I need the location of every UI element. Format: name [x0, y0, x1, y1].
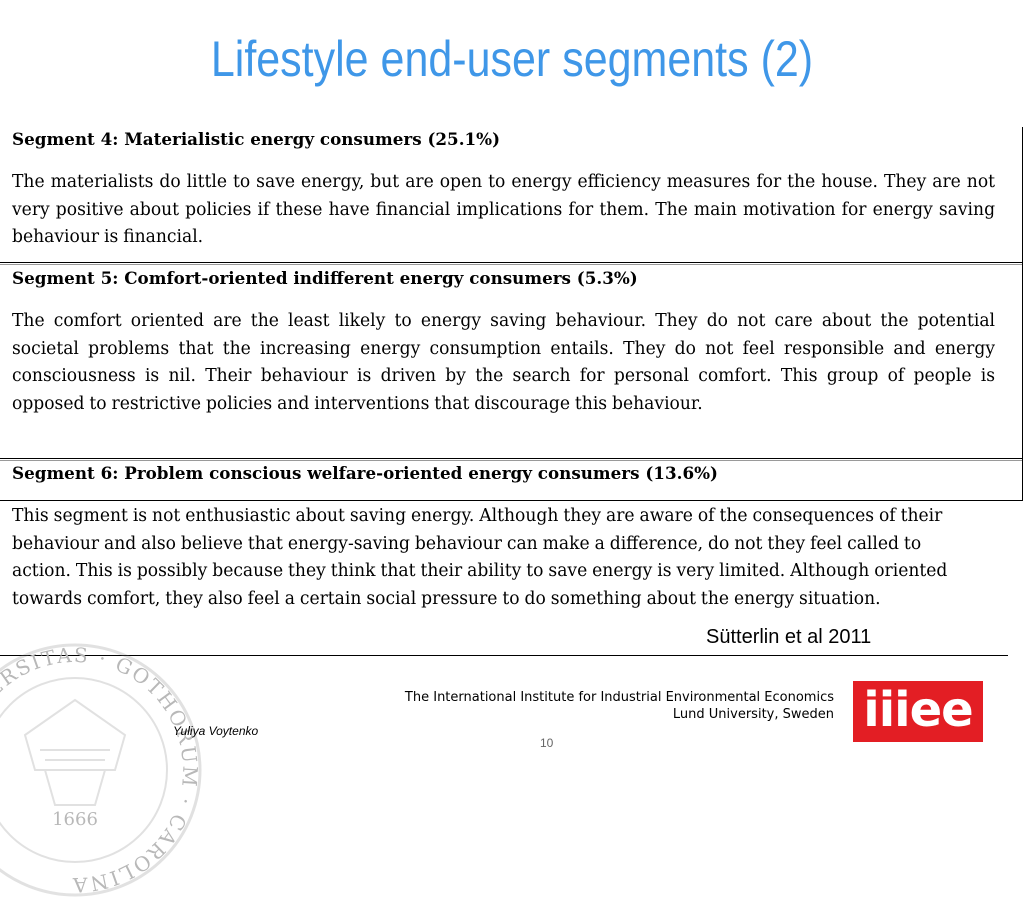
segment-6-title: Segment 6: Problem conscious welfare-ori…: [12, 464, 718, 484]
university-seal-icon: UNIVERSITAS · GOTHORUM · CAROLINA 1666: [0, 643, 202, 897]
page-number: 10: [540, 736, 554, 750]
segment-5-text: The comfort oriented are the least likel…: [12, 311, 996, 414]
institute-info: The International Institute for Industri…: [405, 689, 834, 723]
segment-4-title: Segment 4: Materialistic energy consumer…: [12, 130, 501, 150]
segment-4-text: The materialists do little to save energ…: [12, 172, 996, 247]
slide-title: Lifestyle end-user segments (2): [210, 31, 814, 87]
segments-table: [0, 127, 1023, 501]
university-name: Lund University, Sweden: [672, 707, 834, 722]
citation: Sütterlin et al 2011: [706, 626, 872, 648]
table-divider: [0, 262, 1022, 263]
segment-5-title: Segment 5: Comfort-oriented indifferent …: [12, 269, 638, 289]
table-divider: [0, 458, 1022, 459]
footer-divider: [0, 655, 1008, 656]
table-divider-shadow: [0, 264, 1022, 265]
iiiee-logo: iiiee: [853, 681, 983, 742]
segment-6-text: This segment is not enthusiastic about s…: [12, 506, 948, 609]
seal-year: 1666: [52, 809, 98, 830]
table-divider-shadow: [0, 460, 1022, 461]
author-name: Yuliya Voytenko: [173, 724, 259, 738]
institute-name: The International Institute for Industri…: [404, 690, 834, 705]
